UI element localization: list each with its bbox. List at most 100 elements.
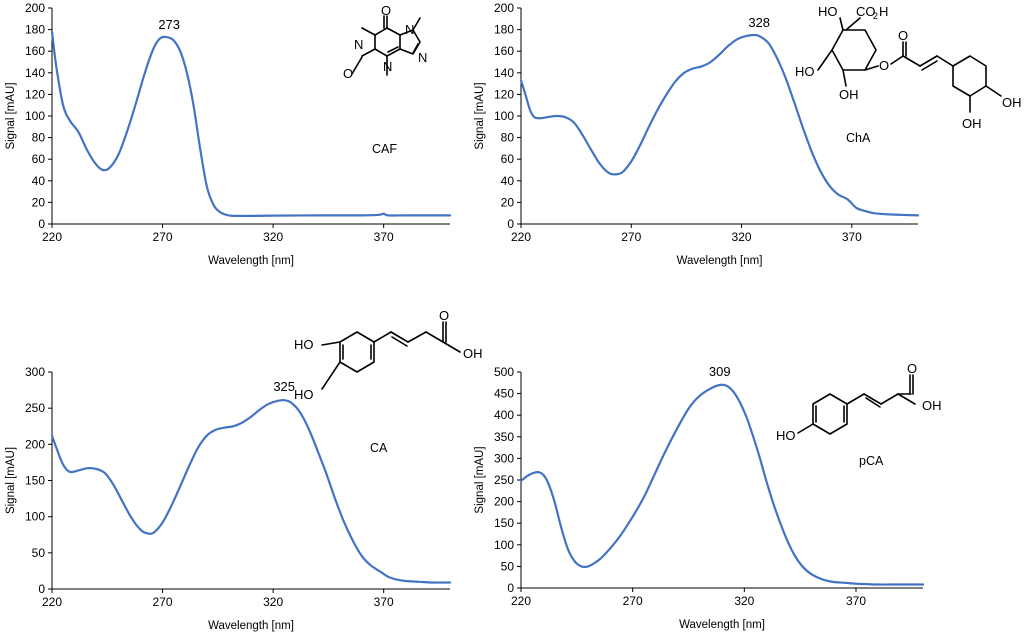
x-tick-label-caf: 220 bbox=[42, 230, 62, 244]
y-tick-label-pca: 300 bbox=[494, 451, 514, 465]
panel-ca: 0 50 100 150 200 250 300 220 270 320 370 Wavelength… bbox=[5, 308, 483, 632]
x-tick-label-caf: 320 bbox=[263, 230, 283, 244]
svg-text:HO: HO bbox=[776, 428, 796, 443]
svg-text:OH: OH bbox=[839, 87, 859, 102]
y-tick-label-ca: 100 bbox=[25, 510, 45, 524]
peak-label-pca: 309 bbox=[709, 364, 731, 379]
svg-text:N: N bbox=[418, 50, 427, 65]
y-tick-label-ca: 0 bbox=[38, 582, 45, 596]
plot-caf: 0 20 40 60 80 100 120 140 160 180 200 220 270 320 370 W… bbox=[5, 1, 452, 267]
y-axis-label-ca: Signal [mAU] bbox=[5, 447, 17, 514]
x-axis-label-caf: Wavelength [nm] bbox=[208, 255, 294, 267]
y-tick-label-caf: 20 bbox=[32, 195, 46, 209]
y-tick-label-caf: 60 bbox=[32, 152, 46, 166]
svg-text:HO: HO bbox=[294, 337, 314, 352]
structure-caf: O N O N N N bbox=[343, 3, 427, 81]
svg-text:OH: OH bbox=[922, 398, 942, 413]
svg-text:N: N bbox=[354, 37, 363, 52]
spectrum-line-pca bbox=[519, 383, 925, 586]
x-tick-label-cha: 370 bbox=[842, 230, 862, 244]
y-tick-label-caf: 120 bbox=[25, 87, 45, 101]
compound-label-cha: ChA bbox=[846, 131, 871, 145]
svg-text:CO: CO bbox=[856, 4, 876, 19]
y-tick-label-cha: 200 bbox=[494, 1, 514, 15]
svg-text:O: O bbox=[343, 66, 353, 81]
y-tick-label-pca: 400 bbox=[494, 408, 514, 422]
spectrum-line-ca bbox=[50, 399, 452, 584]
y-tick-label-cha: 120 bbox=[494, 87, 514, 101]
peak-label-caf: 273 bbox=[158, 17, 180, 32]
x-axis-label-pca: Wavelength [nm] bbox=[679, 619, 765, 631]
y-tick-label-cha: 40 bbox=[501, 174, 515, 188]
y-tick-label-cha: 140 bbox=[494, 66, 514, 80]
svg-text:N: N bbox=[405, 22, 414, 37]
compound-label-caf: CAF bbox=[372, 142, 397, 156]
svg-text:H: H bbox=[879, 4, 888, 19]
y-tick-label-caf: 80 bbox=[32, 131, 46, 145]
x-axis-label-cha: Wavelength [nm] bbox=[677, 255, 763, 267]
x-tick-label-pca: 320 bbox=[734, 594, 754, 608]
y-tick-label-caf: 0 bbox=[38, 217, 45, 231]
y-tick-label-pca: 500 bbox=[494, 365, 514, 379]
x-tick-label-caf: 370 bbox=[374, 230, 394, 244]
x-tick-label-cha: 270 bbox=[621, 230, 641, 244]
x-axis-label-ca: Wavelength [nm] bbox=[208, 620, 294, 632]
x-tick-label-caf: 270 bbox=[153, 230, 173, 244]
y-tick-label-pca: 200 bbox=[494, 495, 514, 509]
y-tick-label-caf: 160 bbox=[25, 44, 45, 58]
y-tick-label-caf: 180 bbox=[25, 23, 45, 37]
svg-text:HO: HO bbox=[818, 4, 838, 19]
svg-text:HO: HO bbox=[795, 64, 815, 79]
y-tick-label-ca: 200 bbox=[25, 437, 45, 451]
svg-text:O: O bbox=[381, 3, 391, 18]
y-tick-label-ca: 150 bbox=[25, 474, 45, 488]
y-tick-label-cha: 160 bbox=[494, 44, 514, 58]
y-tick-label-ca: 300 bbox=[25, 365, 45, 379]
svg-text:OH: OH bbox=[463, 346, 483, 361]
structure-ca: HO HO O OH bbox=[294, 308, 483, 402]
y-tick-label-cha: 100 bbox=[494, 109, 514, 123]
plot-ca: 0 50 100 150 200 250 300 220 270 320 370 Wavelength… bbox=[5, 365, 452, 632]
y-tick-label-pca: 350 bbox=[494, 430, 514, 444]
y-tick-label-cha: 60 bbox=[501, 152, 515, 166]
y-axis-label-caf: Signal [mAU] bbox=[5, 82, 17, 149]
y-tick-label-pca: 150 bbox=[494, 516, 514, 530]
spectrum-line-caf bbox=[50, 30, 452, 218]
svg-text:2: 2 bbox=[873, 11, 878, 21]
x-tick-label-pca: 370 bbox=[846, 594, 866, 608]
y-tick-label-pca: 100 bbox=[494, 538, 514, 552]
compound-label-ca: CA bbox=[370, 441, 388, 455]
svg-text:OH: OH bbox=[1002, 95, 1022, 110]
x-tick-label-ca: 370 bbox=[374, 595, 394, 609]
spectrum-line-cha bbox=[519, 33, 920, 217]
svg-text:O: O bbox=[879, 58, 889, 73]
structure-pca: O OH HO bbox=[776, 361, 942, 443]
plot-pca: 0 50 100 150 200 250 300 350 400 450 500 220 270 320 3… bbox=[474, 364, 925, 631]
y-tick-label-cha: 180 bbox=[494, 23, 514, 37]
y-tick-label-pca: 450 bbox=[494, 387, 514, 401]
panel-cha: 0 20 40 60 80 100 120 140 160 180 200 220 270 320 370 W… bbox=[474, 1, 1022, 267]
y-tick-label-caf: 100 bbox=[25, 109, 45, 123]
y-tick-label-pca: 50 bbox=[501, 559, 515, 573]
y-tick-label-caf: 40 bbox=[32, 174, 46, 188]
y-tick-label-cha: 20 bbox=[501, 195, 515, 209]
y-tick-label-caf: 200 bbox=[25, 1, 45, 15]
x-tick-label-cha: 220 bbox=[511, 230, 531, 244]
panel-pca: 0 50 100 150 200 250 300 350 400 450 500 220 270 320 3… bbox=[474, 361, 942, 631]
svg-text:OH: OH bbox=[962, 116, 982, 131]
y-tick-label-caf: 140 bbox=[25, 66, 45, 80]
structure-cha: HO CO 2 H HO OH O O OH OH bbox=[795, 4, 1022, 131]
svg-text:O: O bbox=[439, 308, 449, 323]
svg-text:O: O bbox=[907, 361, 917, 376]
x-tick-label-pca: 220 bbox=[511, 594, 531, 608]
y-tick-label-ca: 50 bbox=[32, 546, 46, 560]
peak-label-ca: 325 bbox=[273, 379, 295, 394]
svg-text:N: N bbox=[383, 59, 392, 74]
y-tick-label-cha: 80 bbox=[501, 131, 515, 145]
y-axis-label-cha: Signal [mAU] bbox=[474, 82, 486, 149]
y-tick-label-ca: 250 bbox=[25, 401, 45, 415]
svg-text:O: O bbox=[898, 28, 908, 43]
peak-label-cha: 328 bbox=[748, 15, 770, 30]
y-tick-label-pca: 250 bbox=[494, 473, 514, 487]
x-tick-label-ca: 320 bbox=[263, 595, 283, 609]
